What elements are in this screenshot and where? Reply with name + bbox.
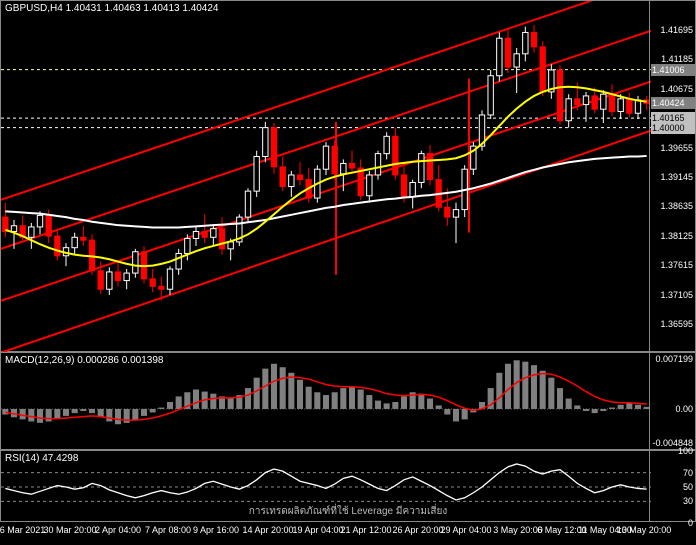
macd-title: MACD(12,26,9) 0.000286 0.001398 [5, 355, 163, 366]
x-tick: 30 Mar 20:00 [43, 525, 96, 535]
macd-y-axis: -0.0048480.000.007199 [649, 353, 695, 449]
rsi-title: RSI(14) 47.4298 [5, 453, 78, 464]
rsi-ytick: 70 [683, 468, 693, 478]
price-ytick: 1.38125 [660, 231, 693, 241]
macd-plot[interactable] [1, 353, 649, 449]
rsi-ytick: 100 [678, 446, 693, 456]
price-tag: 1.40000 [651, 122, 695, 134]
price-ytick: 1.39655 [660, 143, 693, 153]
x-tick: 26 Mar 2021 [0, 525, 45, 535]
price-tag: 1.41006 [651, 64, 695, 76]
rsi-y-axis: 0305070100 [649, 451, 695, 521]
rsi-ytick: 30 [683, 496, 693, 506]
price-ytick: 1.38635 [660, 201, 693, 211]
price-ytick: 1.37615 [660, 260, 693, 270]
price-panel[interactable]: GBPUSD,H4 1.40431 1.40463 1.40413 1.4042… [0, 0, 696, 352]
price-ytick: 1.37105 [660, 290, 693, 300]
x-tick: 3 May 20:00 [493, 525, 543, 535]
x-tick: 21 Apr 12:00 [340, 525, 391, 535]
price-y-axis: 1.36595 1.37105 1.37615 1.38125 1.38635 1.391… [649, 1, 695, 351]
trading-chart: GBPUSD,H4 1.40431 1.40463 1.40413 1.4042… [0, 0, 696, 545]
x-tick: 13 May 20:00 [617, 525, 672, 535]
x-tick: 14 Apr 20:00 [242, 525, 293, 535]
x-tick: 19 Apr 04:00 [292, 525, 343, 535]
macd-ytick: 0.00 [675, 404, 693, 414]
macd-panel[interactable]: MACD(12,26,9) 0.000286 0.001398 -0.00484… [0, 352, 696, 450]
rsi-ytick: 50 [683, 482, 693, 492]
disclaimer-text: การเทรดผลิตภัณฑ์ที่ใช้ Leverage มีความเส… [249, 504, 447, 519]
x-tick: 7 Apr 08:00 [145, 525, 191, 535]
x-tick: 26 Apr 20:00 [392, 525, 443, 535]
price-ytick: 1.40675 [660, 84, 693, 94]
x-tick: 9 Apr 16:00 [193, 525, 239, 535]
price-plot[interactable] [1, 1, 649, 351]
time-axis: 26 Mar 202130 Mar 20:002 Apr 04:00 7 Apr … [0, 522, 696, 545]
price-tag: 1.40424 [651, 97, 695, 109]
price-ytick: 1.36595 [660, 319, 693, 329]
macd-ytick: 0.007199 [655, 354, 693, 364]
rsi-panel[interactable]: RSI(14) 47.4298 0305070100 การเทรดผลิตภั… [0, 450, 696, 522]
x-tick: 2 Apr 04:00 [95, 525, 141, 535]
x-tick: 29 Apr 04:00 [440, 525, 491, 535]
price-ytick: 1.41695 [660, 25, 693, 35]
price-title: GBPUSD,H4 1.40431 1.40463 1.40413 1.4042… [5, 3, 219, 14]
price-ytick: 1.39145 [660, 172, 693, 182]
